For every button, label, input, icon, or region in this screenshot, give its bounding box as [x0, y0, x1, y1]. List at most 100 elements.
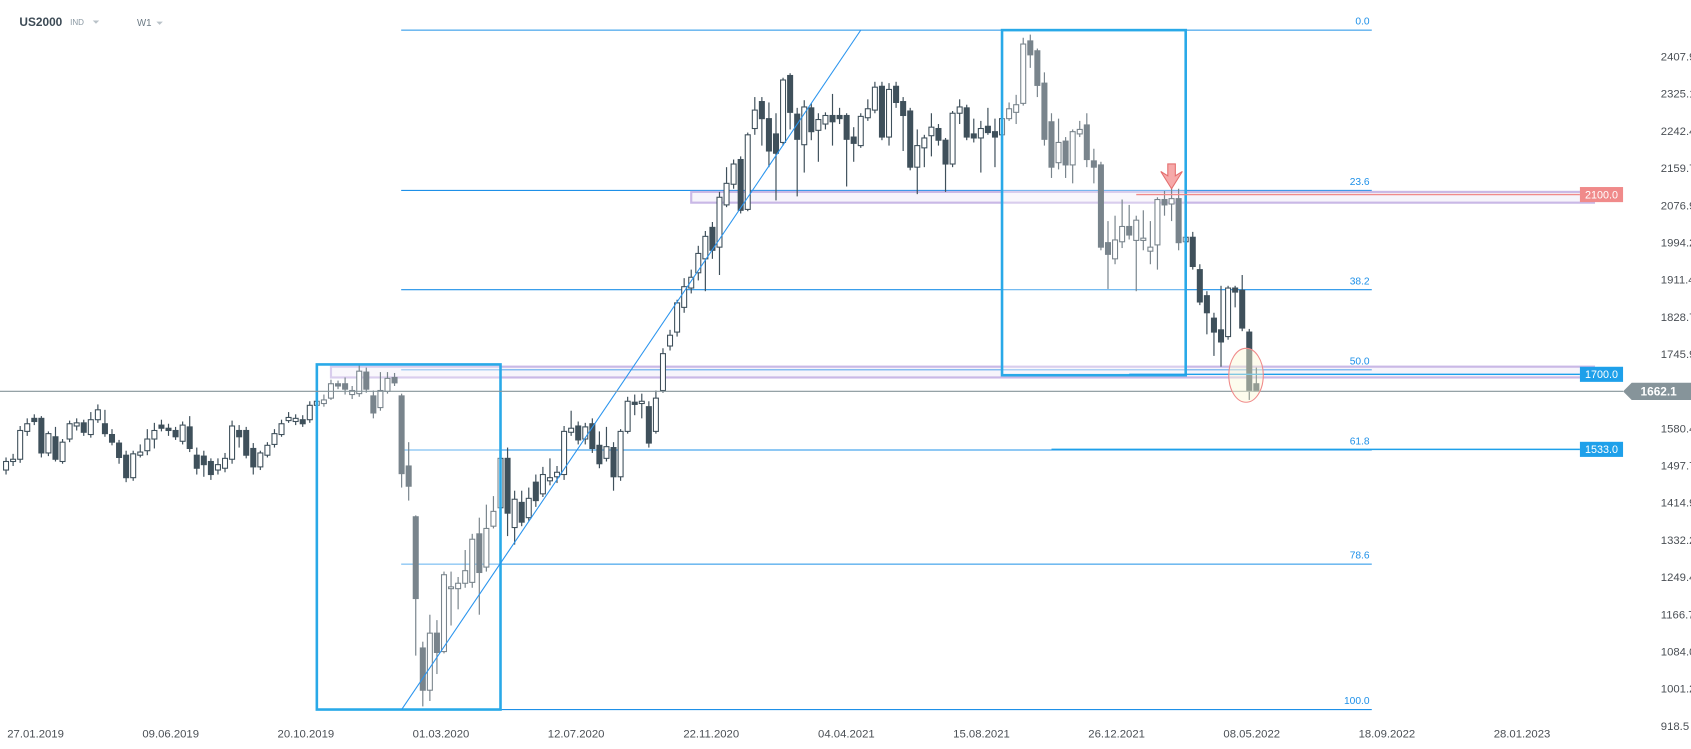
- candle: [956, 99, 963, 125]
- candle: [921, 134, 928, 168]
- level-price-tag[interactable]: [1579, 187, 1624, 203]
- candle-body-up: [525, 497, 532, 519]
- time-axis[interactable]: 27.01.2019 09.06.2019 20.10.2019 01.03.2020…: [7, 729, 1550, 741]
- candle: [45, 431, 52, 457]
- candle: [652, 390, 659, 434]
- candle-body-up: [490, 510, 497, 527]
- candle: [137, 444, 144, 458]
- candle: [1175, 188, 1182, 251]
- candle: [709, 221, 716, 259]
- candle: [214, 458, 221, 475]
- candle: [1048, 113, 1055, 178]
- candle: [419, 641, 426, 707]
- candle-body-down: [193, 454, 200, 469]
- candle-body-up: [681, 286, 688, 308]
- candle-body-down: [518, 501, 525, 523]
- candle-body-up: [306, 404, 313, 421]
- symbol-dropdown-icon[interactable]: [92, 20, 100, 24]
- candle: [257, 450, 264, 471]
- candle: [878, 81, 885, 141]
- candle-body-up: [469, 538, 476, 583]
- candle-body-up: [822, 114, 829, 125]
- candle-body-down: [787, 74, 794, 113]
- candle: [335, 380, 342, 390]
- candle: [1034, 48, 1041, 98]
- candle: [116, 439, 123, 464]
- candle-body-up: [179, 424, 186, 442]
- highlight-box[interactable]: [315, 363, 502, 711]
- candle: [1020, 37, 1027, 106]
- candle-body-up: [377, 389, 384, 409]
- level-price-tag[interactable]: [1579, 366, 1624, 382]
- candle: [836, 107, 843, 125]
- candle: [101, 409, 108, 437]
- highlight-boxes[interactable]: [315, 28, 1187, 711]
- candle: [850, 127, 857, 162]
- candle: [603, 426, 610, 462]
- price-zones[interactable]: [329, 190, 1596, 379]
- candle-body-up: [1020, 43, 1027, 104]
- candle-body-up: [426, 632, 433, 691]
- price-tick-label: 1745.9: [1661, 349, 1691, 361]
- candle-body-down: [963, 107, 970, 138]
- candle-body-down: [165, 427, 172, 432]
- candle-body-up: [568, 427, 575, 433]
- trendline-line[interactable]: [401, 29, 862, 710]
- candle-body-up: [977, 127, 984, 139]
- candle: [1239, 275, 1246, 332]
- candle: [1027, 34, 1034, 68]
- symbol-label[interactable]: US2000: [19, 15, 62, 29]
- candle: [822, 112, 829, 130]
- candle: [66, 420, 73, 443]
- price-axis[interactable]: 2407.9 2325.1 2242.4 2159.7 2076.9 1994.2 1911…: [1661, 52, 1691, 733]
- candle: [271, 429, 278, 448]
- candle: [349, 386, 356, 400]
- candle: [970, 118, 977, 143]
- candle-body-up: [716, 196, 723, 248]
- candle: [638, 393, 645, 419]
- candle-body-down: [1083, 124, 1090, 161]
- candle-body-down: [504, 457, 511, 514]
- candle-body-up: [885, 88, 893, 138]
- candle: [631, 394, 638, 416]
- candle: [108, 429, 116, 446]
- candle: [1246, 328, 1253, 400]
- candle: [1062, 137, 1069, 178]
- highlight-box[interactable]: [1000, 28, 1187, 377]
- candle: [765, 102, 772, 168]
- candle: [426, 614, 433, 701]
- candle: [433, 620, 440, 675]
- candle: [292, 414, 299, 426]
- candle: [610, 442, 617, 491]
- price-tick-label: 1332.2: [1661, 535, 1691, 547]
- horizontal-levels[interactable]: 2100.0 1700.0 1533.0 1662.1: [0, 187, 1691, 457]
- candle: [1119, 199, 1126, 249]
- candle: [546, 458, 553, 486]
- price-tick-label: 2407.9: [1661, 52, 1691, 64]
- candle: [1210, 312, 1217, 356]
- candle: [370, 390, 377, 419]
- candle: [243, 426, 250, 459]
- candle-body-down: [419, 647, 426, 691]
- candle-body-down: [794, 113, 801, 140]
- level-price-tag[interactable]: [1579, 441, 1624, 457]
- candle-body-down: [236, 429, 243, 438]
- timeframe-label[interactable]: W1: [137, 18, 152, 29]
- candle-body-down: [900, 101, 907, 117]
- candle-body-up: [440, 574, 448, 653]
- timeframe-dropdown-icon[interactable]: [156, 21, 163, 25]
- level-price-label: 2100.0: [1585, 189, 1618, 201]
- candle: [1112, 215, 1119, 265]
- candle: [518, 490, 525, 527]
- price-zone[interactable]: [329, 365, 1596, 379]
- level-price-label: 1533.0: [1585, 444, 1618, 456]
- price-tick-label: 1414.9: [1661, 498, 1691, 510]
- fib-level-label: 38.2: [1350, 276, 1370, 287]
- candle-body-down: [645, 406, 652, 444]
- trendline[interactable]: [401, 29, 862, 710]
- candle: [306, 401, 313, 423]
- candle-body-up: [320, 399, 327, 405]
- candle-body-up: [483, 527, 490, 568]
- candle: [278, 419, 285, 437]
